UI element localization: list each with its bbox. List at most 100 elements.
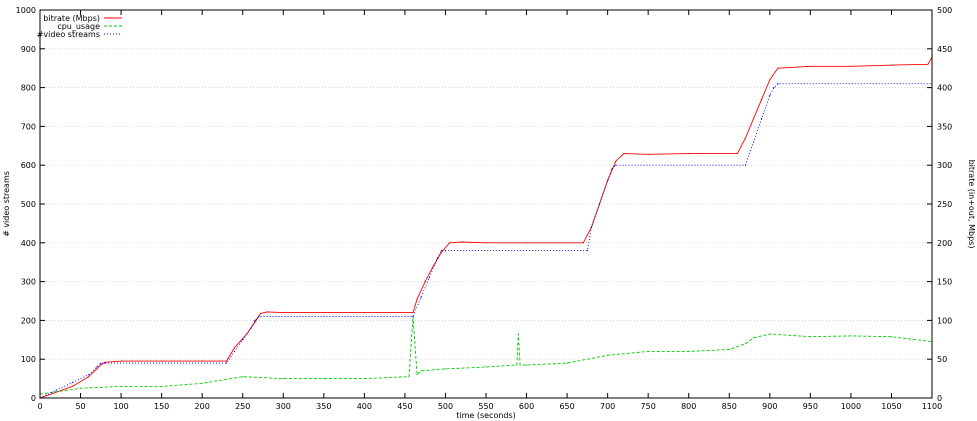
data-point	[225, 362, 228, 364]
y-tick-label-right: 150	[937, 278, 952, 287]
x-tick-label: 850	[722, 402, 737, 411]
data-point	[444, 250, 447, 252]
x-tick-label: 300	[276, 402, 291, 411]
x-tick-label: 800	[681, 402, 696, 411]
x-tick-label: 450	[397, 402, 412, 411]
data-point	[753, 141, 755, 143]
data-point	[728, 348, 730, 351]
data-point	[88, 376, 90, 378]
data-point	[586, 250, 589, 252]
y-tick-label-right: 250	[937, 200, 952, 209]
data-point	[416, 298, 418, 300]
data-point	[242, 339, 244, 341]
data-point	[607, 180, 609, 182]
series-line	[39, 83, 932, 399]
series-line	[39, 316, 933, 395]
grid-lines	[40, 48, 932, 360]
x-tick-label: 0	[37, 402, 42, 411]
data-point	[777, 67, 779, 69]
data-point	[753, 337, 755, 339]
y-tick-label-left: 200	[21, 316, 36, 325]
y-tick-label-right: 100	[937, 316, 952, 325]
y-tick-label-left: 0	[31, 394, 36, 403]
data-point	[258, 315, 260, 318]
data-point	[761, 118, 763, 120]
y-tick-label-right: 300	[937, 161, 952, 170]
data-point	[647, 350, 649, 352]
data-point	[234, 350, 236, 352]
data-point	[201, 382, 203, 384]
data-point	[615, 164, 617, 166]
x-tick-label: 250	[235, 402, 250, 411]
data-point	[623, 153, 625, 155]
x-axis-label: time (seconds)	[456, 411, 516, 420]
data-point	[424, 281, 426, 283]
data-point	[250, 327, 252, 329]
data-point	[582, 242, 584, 244]
y-tick-label-right: 0	[937, 394, 942, 403]
data-point	[744, 164, 747, 166]
y-tick-label-right: 400	[937, 84, 952, 93]
data-point	[769, 94, 771, 96]
data-point	[323, 312, 325, 314]
data-point	[71, 381, 73, 384]
data-point	[761, 98, 763, 100]
y-axis-label-left: # video streams	[2, 171, 11, 237]
data-point	[428, 277, 430, 279]
data-point	[100, 362, 102, 364]
data-point	[485, 366, 487, 368]
x-tick-label: 1100	[922, 402, 942, 411]
legend-label: bitrate (Mbps)	[43, 14, 100, 23]
data-point	[440, 251, 442, 254]
data-point	[566, 362, 568, 364]
data-point	[254, 321, 256, 323]
y-axis-label-right: bitrate (in+out, Mbps)	[967, 160, 976, 249]
data-point	[440, 250, 442, 252]
data-point	[461, 241, 463, 243]
data-point	[744, 137, 747, 139]
data-point	[79, 387, 82, 389]
data-point	[96, 366, 98, 368]
data-point	[282, 378, 284, 380]
data-point	[363, 378, 365, 380]
data-point	[753, 118, 755, 120]
x-tick-label: 350	[316, 402, 331, 411]
x-tick-label: 150	[154, 402, 169, 411]
data-point	[100, 364, 102, 366]
data-point	[408, 376, 410, 378]
data-point	[927, 63, 929, 65]
data-point	[769, 333, 771, 335]
data-point	[736, 153, 739, 155]
data-series	[39, 56, 933, 399]
x-tick-label: 100	[113, 402, 128, 411]
data-point	[416, 374, 418, 376]
data-point	[412, 312, 414, 314]
y-tick-label-left: 600	[21, 161, 36, 170]
y-tick-label-left: 400	[21, 239, 36, 248]
data-point	[890, 64, 893, 66]
data-point	[744, 343, 747, 345]
data-point	[161, 360, 163, 362]
data-point	[260, 312, 262, 314]
data-point	[516, 364, 518, 366]
data-point	[444, 368, 447, 370]
data-point	[590, 226, 593, 228]
data-point	[436, 257, 438, 259]
legend-label: #video streams	[37, 30, 100, 39]
data-point	[850, 65, 852, 67]
data-point	[647, 153, 649, 155]
legend-label: cpu_usage	[57, 22, 100, 31]
data-point	[485, 242, 487, 244]
y-tick-label-right: 350	[937, 122, 952, 131]
data-point	[420, 296, 422, 298]
data-point	[225, 360, 228, 362]
data-point	[809, 336, 812, 338]
data-point	[120, 360, 122, 362]
y-tick-label-right: 200	[937, 239, 952, 248]
data-point	[607, 354, 609, 356]
y-tick-label-left: 900	[21, 45, 36, 54]
y-tick-label-left: 1000	[16, 6, 36, 15]
x-tick-label: 550	[478, 402, 493, 411]
data-point	[517, 333, 520, 335]
